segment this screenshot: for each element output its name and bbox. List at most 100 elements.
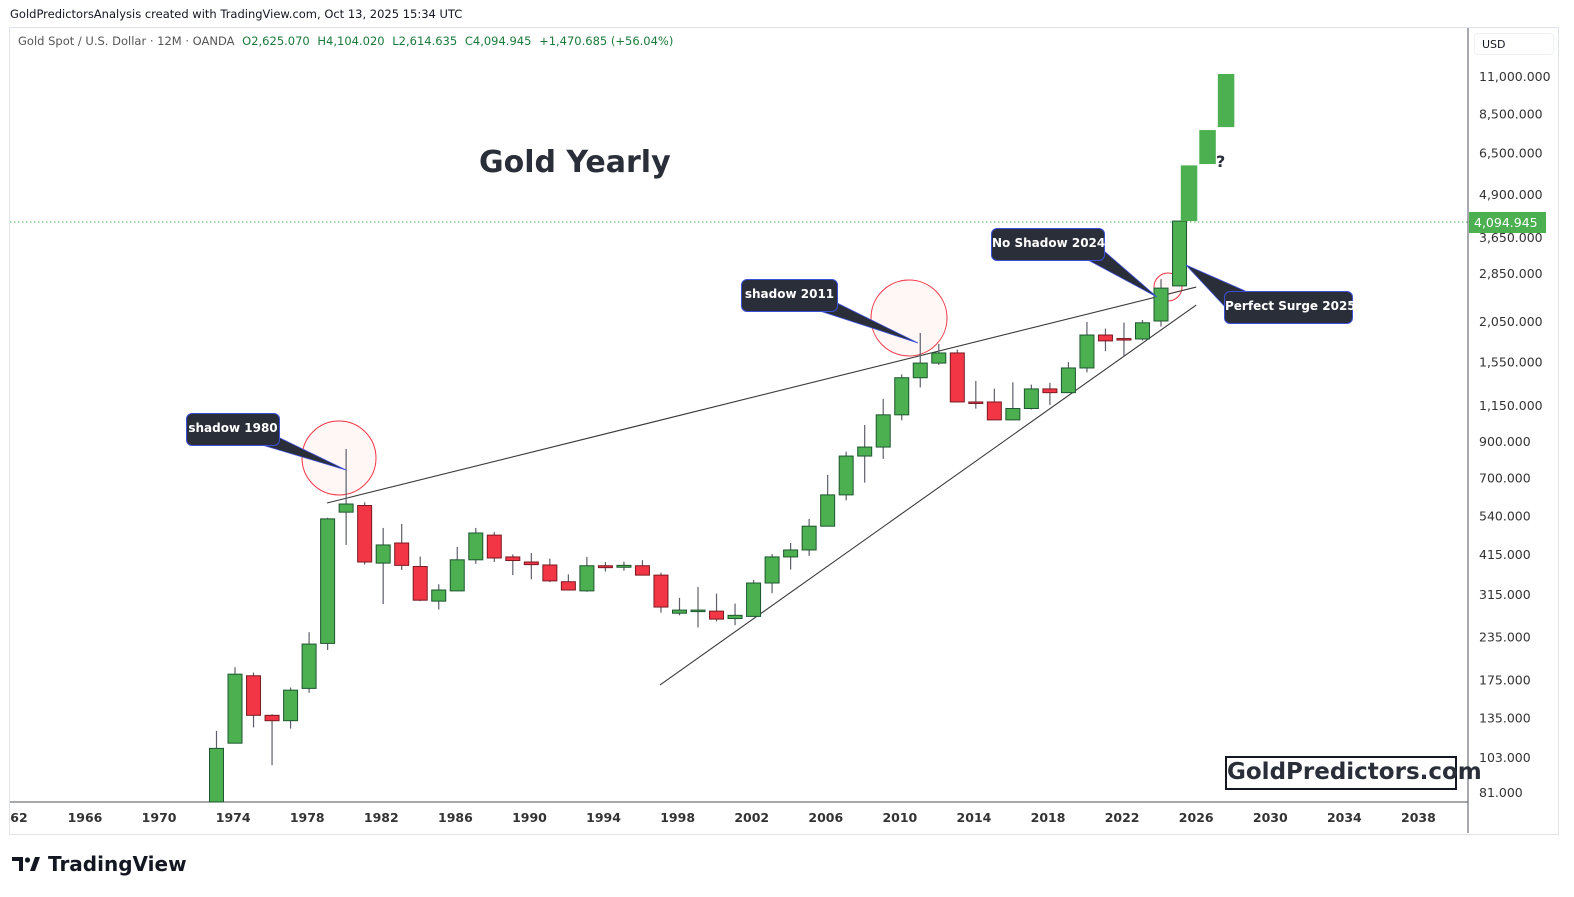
candle-1985 <box>431 584 447 610</box>
candle-2007 <box>838 451 854 501</box>
y-tick-label: 4,900.000 <box>1479 187 1543 202</box>
candle-1979 <box>320 517 336 651</box>
candle-1987 <box>468 527 484 564</box>
x-tick-label: 1966 <box>68 810 103 825</box>
symbol-legend[interactable]: Gold Spot / U.S. Dollar · 12M · OANDA O2… <box>18 34 673 48</box>
candle-body <box>1042 388 1058 394</box>
candle-body <box>1116 338 1132 341</box>
candle-body <box>616 564 632 568</box>
trendline-1 <box>326 286 1197 504</box>
x-tick-label: 2038 <box>1401 810 1436 825</box>
candle-1978 <box>301 632 317 693</box>
y-tick-label: 415.000 <box>1479 547 1531 562</box>
projection-bar-2026 <box>1180 165 1198 222</box>
y-tick-label: 8,500.000 <box>1479 107 1543 122</box>
candle-1981 <box>357 502 373 565</box>
candle-body <box>931 352 947 364</box>
candle-1996 <box>634 560 650 576</box>
candle-body <box>671 609 687 614</box>
candle-2002 <box>746 580 762 617</box>
legend-high: H4,104.020 <box>317 34 385 48</box>
candle-body <box>764 556 780 584</box>
x-tick-label: 2022 <box>1105 810 1140 825</box>
candle-2023 <box>1134 319 1150 341</box>
candle-body <box>801 525 817 551</box>
candle-2001 <box>727 603 743 626</box>
candle-2015 <box>986 388 1002 421</box>
candle-body <box>746 582 762 617</box>
candle-body <box>1060 367 1076 394</box>
candle-2016 <box>1005 382 1021 421</box>
candle-2019 <box>1060 362 1076 394</box>
candle-body <box>690 609 706 613</box>
candle-body <box>783 549 799 558</box>
x-tick-label: 2010 <box>882 810 917 825</box>
candle-1995 <box>616 561 632 571</box>
legend-close: C4,094.945 <box>464 34 532 48</box>
candle-body <box>1153 287 1169 322</box>
trendlines <box>326 286 1197 686</box>
candle-1975 <box>246 672 262 728</box>
candle-body <box>838 455 854 496</box>
candle-body <box>634 565 650 576</box>
symbol-name: Gold Spot / U.S. Dollar · 12M · OANDA <box>18 34 235 48</box>
projection-bars <box>1180 73 1235 222</box>
candle-2010 <box>894 374 910 421</box>
candle-2020 <box>1079 321 1095 373</box>
x-tick-label: 1990 <box>512 810 547 825</box>
x-tick-label: 2026 <box>1179 810 1214 825</box>
question-mark-label: ? <box>1216 152 1226 171</box>
candle-1984 <box>412 556 428 602</box>
y-tick-label: 1,550.000 <box>1479 355 1543 370</box>
candle-2017 <box>1023 384 1039 410</box>
x-tick-label: 1998 <box>660 810 695 825</box>
candle-2013 <box>949 349 965 403</box>
chart-frame <box>9 27 1559 835</box>
y-tick-label: 2,850.000 <box>1479 266 1543 281</box>
candle-body <box>727 614 743 620</box>
projection-bar-2027 <box>1199 130 1216 165</box>
y-tick-label: 700.000 <box>1479 471 1531 486</box>
candle-2021 <box>1097 328 1113 352</box>
y-tick-label: 11,000.000 <box>1479 69 1551 84</box>
tradingview-brand: TradingView <box>48 852 187 876</box>
candle-body <box>412 566 428 601</box>
y-tick-label: 81.000 <box>1479 785 1523 800</box>
candle-body <box>597 565 613 569</box>
axes <box>10 28 1469 833</box>
candle-body <box>875 414 891 448</box>
candle-body <box>208 747 224 803</box>
candle-body <box>1097 334 1113 342</box>
candle-1998 <box>671 597 687 616</box>
candle-body <box>227 673 243 744</box>
x-axis: 62 1966 1970 1974 1978 1982 1986 1990 1994 1998 20… <box>10 810 1436 825</box>
candle-body <box>468 532 484 561</box>
y-tick-label: 135.000 <box>1479 711 1531 726</box>
candle-2012 <box>931 343 947 365</box>
x-tick-label: 2002 <box>734 810 769 825</box>
watermark: GoldPredictors.com <box>1225 756 1482 790</box>
x-tick-label: 1994 <box>586 810 621 825</box>
y-tick-label: 235.000 <box>1479 630 1531 645</box>
chart-title: Gold Yearly <box>479 145 671 180</box>
candle-2000 <box>709 593 725 622</box>
y-tick-label: 175.000 <box>1479 673 1531 688</box>
legend-change: +1,470.685 (+56.04%) <box>539 34 674 48</box>
candle-body <box>338 503 354 513</box>
candle-body <box>986 401 1002 421</box>
candle-body <box>264 714 280 722</box>
candle-1982 <box>375 527 391 605</box>
candle-2003 <box>764 554 780 594</box>
y-tick-label: 900.000 <box>1479 434 1531 449</box>
x-tick-label: 2006 <box>808 810 843 825</box>
candle-body <box>431 589 447 602</box>
candle-1990 <box>523 553 539 580</box>
candle-body <box>968 401 984 404</box>
y-tick-label: 540.000 <box>1479 508 1531 523</box>
candle-2011 <box>912 333 928 388</box>
currency-selector[interactable]: USD <box>1474 33 1554 55</box>
tradingview-logo[interactable]: TradingView <box>12 852 187 876</box>
candle-1997 <box>653 572 669 613</box>
x-tick-label: 1978 <box>290 810 325 825</box>
